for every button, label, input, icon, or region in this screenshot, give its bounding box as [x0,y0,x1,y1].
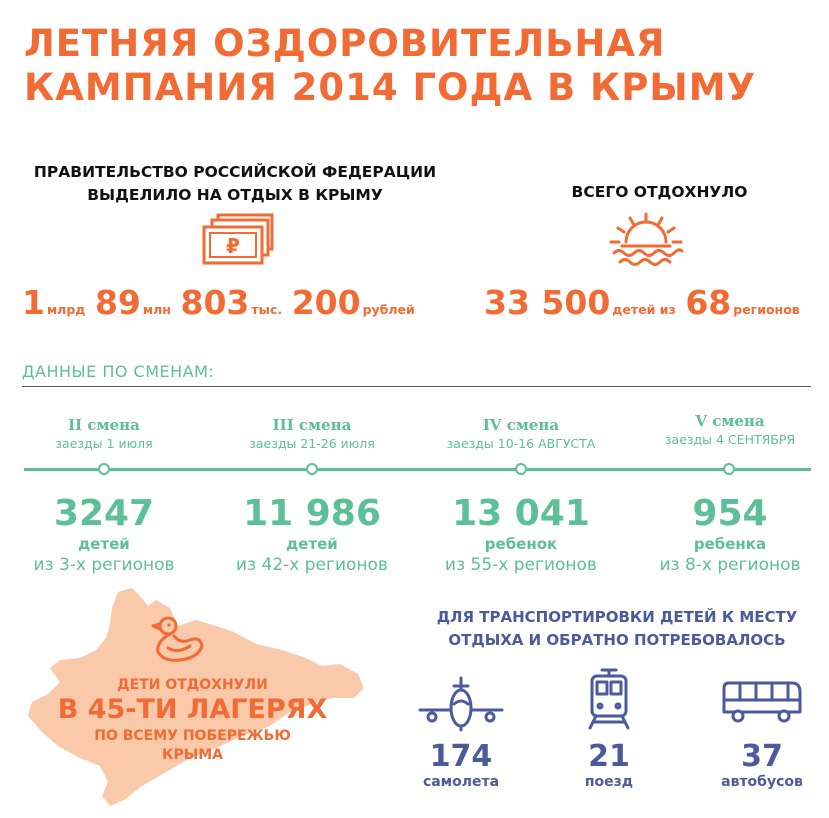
shift-header-3: III смена заезды 21-26 июля [212,416,412,451]
buses-count: 37 [741,739,783,774]
shift-dates: заезды 21-26 июля [249,436,375,451]
camps-line-1: ДЕТИ ОТДОХНУЛИ [117,677,268,693]
page-title: ЛЕТНЯЯ ОЗДОРОВИТЕЛЬНАЯ КАМПАНИЯ 2014 ГОД… [24,22,756,110]
section-divider [22,386,811,387]
shift-children-unit: детей [78,535,130,553]
shift-children-count: 13 041 [452,493,590,534]
rested-children-unit: детей из [612,302,676,317]
svg-text:₽: ₽ [226,234,240,258]
transport-heading-line-1: ДЛЯ ТРАНСПОРТИРОВКИ ДЕТЕЙ К МЕСТУ [436,608,798,626]
funding-heading-line-1: ПРАВИТЕЛЬСТВО РОССИЙСКОЙ ФЕДЕРАЦИИ [33,163,437,181]
trains-count: 21 [588,739,630,774]
ruble-banknote-icon: ₽ [202,213,274,265]
timeline-dot [723,463,735,475]
trains-unit: поезд [584,774,634,790]
shift-dates: заезды 10-16 АВГУСТА [446,436,596,451]
train-icon [588,668,630,730]
shift-name: V смена [695,412,765,430]
rested-heading: ВСЕГО ОТДОХНУЛО [571,183,748,201]
shifts-timeline [24,468,811,471]
shifts-label: ДАННЫЕ ПО СМЕНАМ: [22,362,215,381]
buses-stat: 37 автобусов [697,739,827,791]
shift-header-5: V смена заезды 4 СЕНТЯБРЯ [630,412,829,447]
rubber-duck-icon [151,616,204,662]
shift-header-4: IV смена заезды 10-16 АВГУСТА [421,416,621,451]
shift-stat-2: 3247 детей из 3-х регионов [4,493,204,576]
timeline-dot [306,463,318,475]
title-line-1: ЛЕТНЯЯ ОЗДОРОВИТЕЛЬНАЯ [24,22,666,65]
funding-amount: 1 млрд 89 млн 803 тыс. 200 рублей [22,283,419,322]
camps-count: В 45-ти ЛАГЕРЯХ [57,694,328,725]
funding-billions-unit: млрд [46,302,86,317]
funding-rubles-unit: рублей [362,302,415,317]
airplane-icon [418,676,504,732]
shift-regions: из 8-х регионов [659,555,801,575]
trains-stat: 21 поезд [544,739,674,791]
rested-amount: 33 500 детей из 68 регионов [484,283,804,322]
funding-heading: ПРАВИТЕЛЬСТВО РОССИЙСКОЙ ФЕДЕРАЦИИ ВЫДЕЛ… [0,161,470,207]
camps-line-4: КРЫМА [162,747,223,763]
funding-thousands: 803 [180,283,250,322]
rested-regions-unit: регионов [733,302,800,317]
crimea-map-icon [28,588,364,806]
shift-children-count: 11 986 [243,493,381,534]
transport-heading: ДЛЯ ТРАНСПОРТИРОВКИ ДЕТЕЙ К МЕСТУ ОТДЫХА… [405,606,829,652]
shift-stat-5: 954 ребенка из 8-х регионов [630,493,829,576]
buses-unit: автобусов [721,774,803,790]
shift-children-unit: ребенок [484,535,558,553]
shift-children-count: 3247 [53,493,155,534]
funding-millions-unit: млн [142,302,171,317]
shift-regions: из 55-х регионов [445,555,597,575]
planes-count: 174 [429,739,493,774]
shift-stat-4: 13 041 ребенок из 55-х регионов [421,493,621,576]
transport-heading-line-2: ОТДЫХА И ОБРАТНО ПОТРЕБОВАЛОСЬ [448,631,786,649]
rested-regions-count: 68 [685,283,732,322]
funding-thousands-unit: тыс. [251,302,283,317]
shift-regions: из 3-х регионов [33,555,175,575]
funding-heading-line-2: ВЫДЕЛИЛО НА ОТДЫХ В КРЫМУ [87,186,383,204]
funding-millions: 89 [94,283,141,322]
shift-header-2: II смена заезды 1 июля [4,416,204,451]
shift-children-unit: детей [286,535,338,553]
title-line-2: КАМПАНИЯ 2014 ГОДА В КРЫМУ [24,66,757,109]
funding-billions: 1 [22,283,45,322]
planes-stat: 174 самолета [396,739,526,791]
bus-icon [722,681,802,723]
planes-unit: самолета [422,774,500,790]
timeline-dot [515,463,527,475]
shift-children-count: 954 [692,493,768,534]
funding-rubles: 200 [291,283,361,322]
timeline-dot [98,463,110,475]
rested-children-count: 33 500 [484,283,611,322]
shift-children-unit: ребенка [693,535,767,553]
camps-caption: ДЕТИ ОТДОХНУЛИ В 45-ти ЛАГЕРЯХ ПО ВСЕМУ … [20,677,365,765]
sunset-sea-icon [609,212,684,266]
shift-regions: из 42-х регионов [236,555,388,575]
shift-name: II смена [68,416,140,434]
shift-dates: заезды 4 СЕНТЯБРЯ [664,432,796,447]
shift-dates: заезды 1 июля [55,436,153,451]
camps-line-3: ПО ВСЕМУ ПОБЕРЕЖЬЮ [94,728,291,744]
shift-name: IV смена [482,416,560,434]
shift-stat-3: 11 986 детей из 42-х регионов [212,493,412,576]
shift-name: III смена [272,416,352,434]
